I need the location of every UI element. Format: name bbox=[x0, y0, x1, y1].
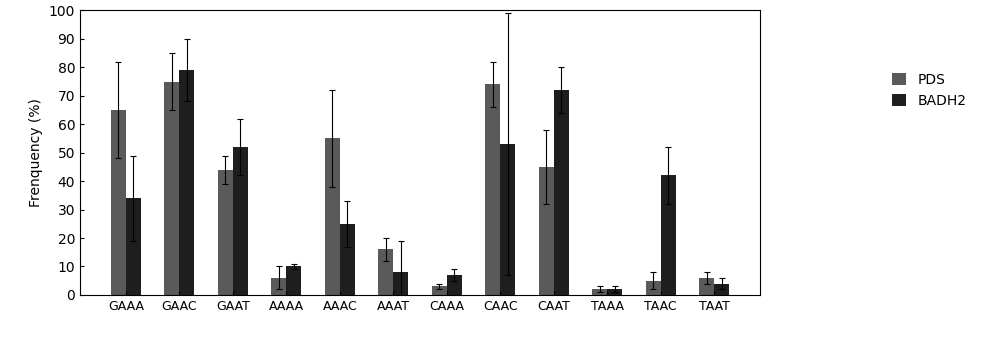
Bar bbox=[233, 147, 248, 295]
Bar bbox=[661, 176, 676, 295]
Bar bbox=[179, 70, 194, 295]
Bar bbox=[340, 224, 355, 295]
Bar bbox=[286, 266, 301, 295]
Bar bbox=[271, 278, 286, 295]
Bar bbox=[592, 289, 607, 295]
Bar bbox=[325, 138, 340, 295]
Bar bbox=[699, 278, 714, 295]
Bar bbox=[164, 82, 179, 295]
Bar bbox=[646, 281, 661, 295]
Bar bbox=[126, 198, 141, 295]
Legend: PDS, BADH2: PDS, BADH2 bbox=[888, 69, 971, 112]
Bar bbox=[447, 275, 462, 295]
Bar bbox=[714, 283, 729, 295]
Bar bbox=[393, 272, 408, 295]
Bar bbox=[607, 289, 622, 295]
Bar bbox=[539, 167, 554, 295]
Bar bbox=[111, 110, 126, 295]
Y-axis label: Frenquency (%): Frenquency (%) bbox=[29, 98, 43, 207]
Bar bbox=[432, 286, 447, 295]
Bar bbox=[554, 90, 569, 295]
Bar bbox=[378, 249, 393, 295]
Bar bbox=[500, 144, 515, 295]
Bar bbox=[218, 170, 233, 295]
Bar bbox=[485, 84, 500, 295]
